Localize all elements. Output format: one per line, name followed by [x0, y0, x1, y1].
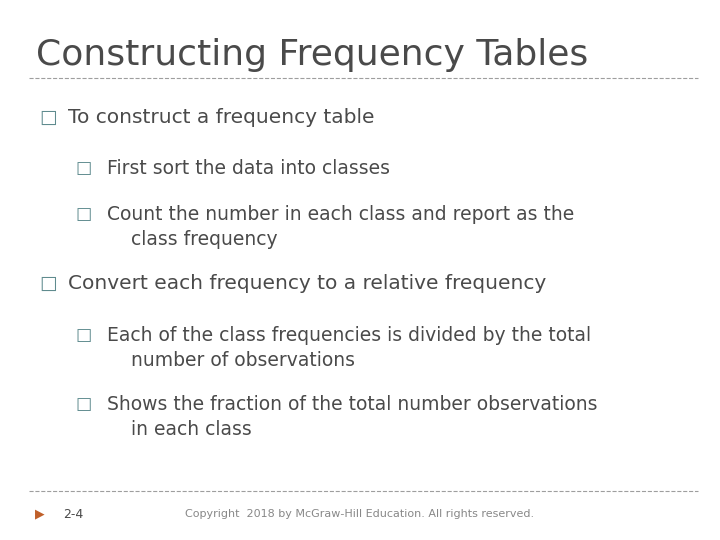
Text: To construct a frequency table: To construct a frequency table	[68, 108, 375, 127]
Text: Shows the fraction of the total number observations
    in each class: Shows the fraction of the total number o…	[107, 395, 597, 438]
Text: First sort the data into classes: First sort the data into classes	[107, 159, 390, 178]
Text: ▶: ▶	[35, 508, 44, 521]
Text: Each of the class frequencies is divided by the total
    number of observations: Each of the class frequencies is divided…	[107, 326, 590, 369]
Text: Count the number in each class and report as the
    class frequency: Count the number in each class and repor…	[107, 205, 574, 249]
Text: □: □	[76, 159, 92, 177]
Text: □: □	[76, 326, 92, 343]
Text: □: □	[76, 395, 92, 413]
Text: □: □	[76, 205, 92, 223]
Text: □: □	[40, 108, 58, 127]
Text: Constructing Frequency Tables: Constructing Frequency Tables	[36, 38, 588, 72]
Text: Convert each frequency to a relative frequency: Convert each frequency to a relative fre…	[68, 274, 546, 293]
Text: 2-4: 2-4	[63, 508, 84, 521]
Text: Copyright  2018 by McGraw-Hill Education. All rights reserved.: Copyright 2018 by McGraw-Hill Education.…	[186, 509, 534, 519]
Text: □: □	[40, 274, 58, 293]
